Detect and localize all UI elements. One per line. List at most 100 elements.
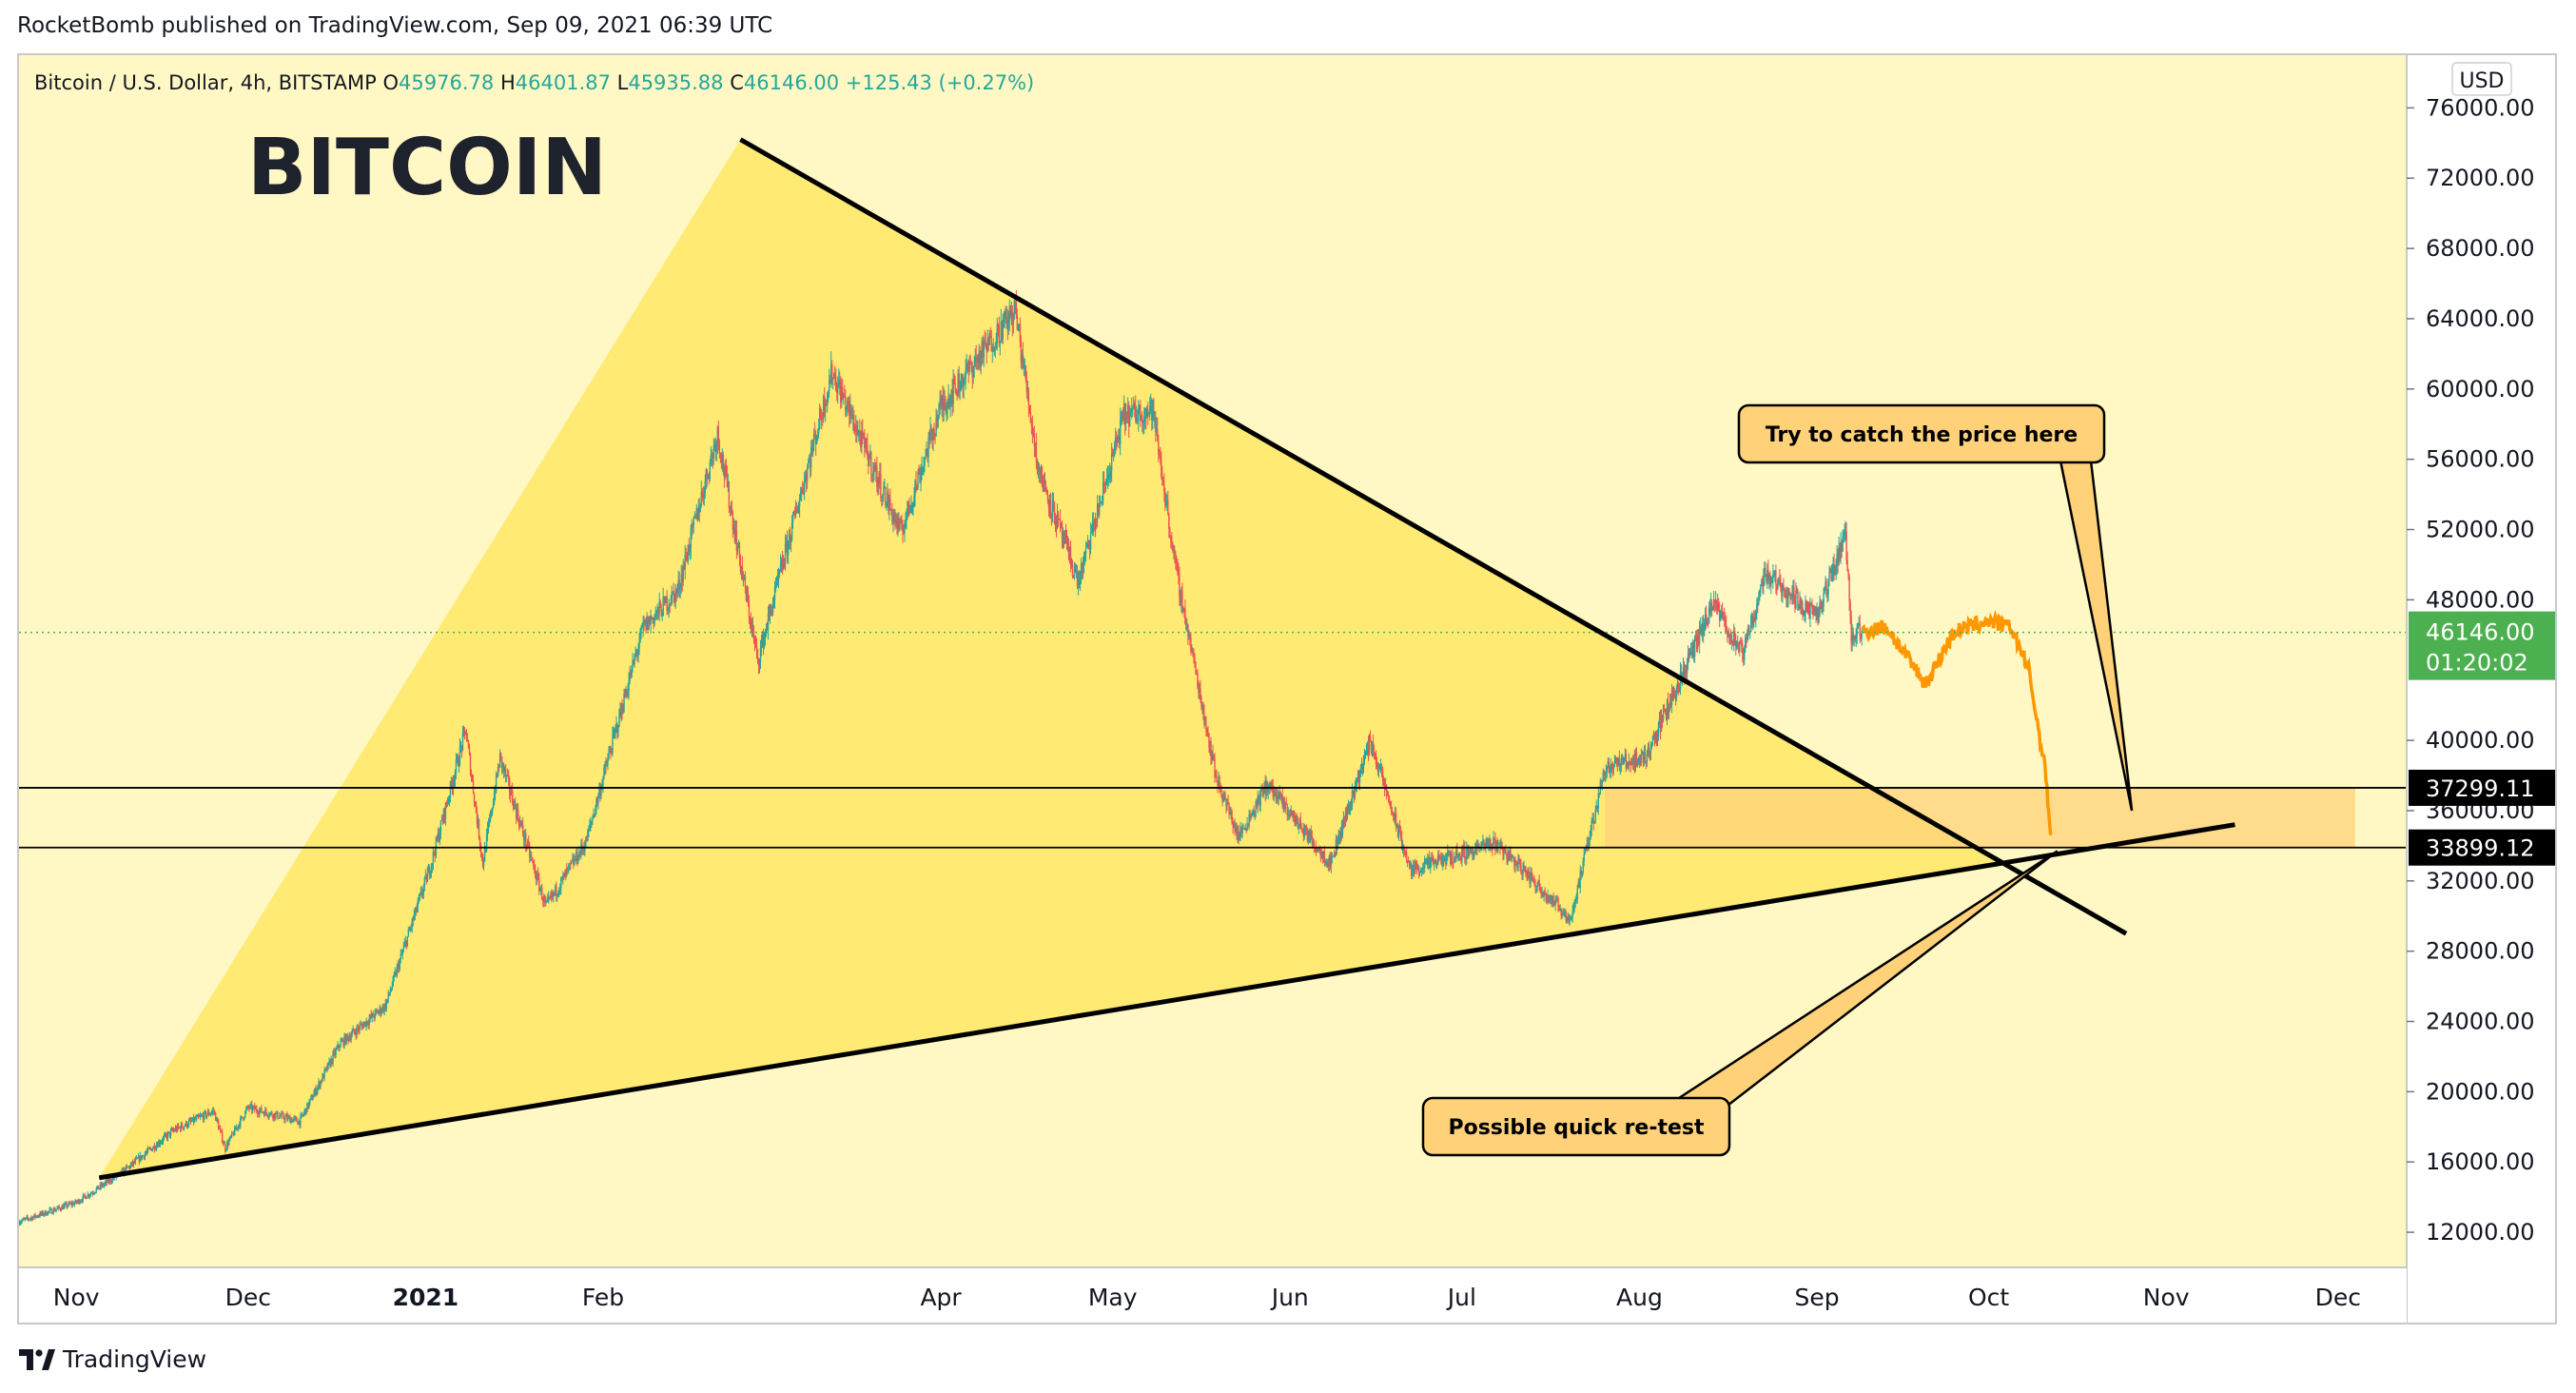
candle-body <box>153 1146 156 1150</box>
candle <box>628 672 630 700</box>
candle <box>1592 813 1594 831</box>
candle-body <box>414 908 417 915</box>
candle-body <box>1539 887 1541 891</box>
candle <box>1451 851 1453 866</box>
candle-body <box>622 711 624 713</box>
candle-body <box>1044 479 1046 490</box>
candle-body <box>510 790 513 795</box>
candle <box>528 835 530 847</box>
candle <box>1393 812 1395 823</box>
candle-body <box>1099 502 1102 504</box>
candle <box>793 506 796 520</box>
candle-body <box>432 852 435 864</box>
candle-body <box>1553 904 1555 906</box>
candle <box>1173 544 1175 559</box>
candle <box>1374 752 1376 760</box>
candle <box>403 938 405 948</box>
candle-body <box>810 447 812 468</box>
candle-body <box>852 415 854 420</box>
candle-body <box>1005 311 1007 319</box>
candle <box>298 1118 300 1126</box>
candle <box>634 646 636 660</box>
candle-body <box>995 343 997 347</box>
candle <box>519 819 522 828</box>
candle <box>862 419 864 445</box>
candle <box>464 731 467 736</box>
candle-body <box>859 429 861 437</box>
candle <box>1310 825 1313 841</box>
candle-body <box>869 452 871 460</box>
candle <box>1486 836 1488 849</box>
candle-body <box>1472 850 1473 854</box>
candle <box>1016 308 1019 331</box>
candle-body <box>314 1089 316 1094</box>
candle-body <box>1232 822 1234 827</box>
candle <box>37 1214 39 1219</box>
candle-body <box>1348 805 1351 809</box>
candle-body <box>148 1148 151 1149</box>
candle <box>1190 632 1192 657</box>
candle <box>325 1066 327 1071</box>
candle <box>682 559 684 586</box>
candle-body <box>1545 894 1547 899</box>
candle <box>495 771 498 795</box>
candle-body <box>885 486 887 506</box>
candle <box>344 1033 346 1046</box>
candle-body <box>920 472 922 482</box>
candle-body <box>460 745 463 750</box>
candle-body <box>1594 809 1596 821</box>
candle-body <box>291 1119 293 1123</box>
candle-body <box>957 373 959 396</box>
candle <box>1386 790 1389 796</box>
candle <box>568 863 570 873</box>
candle-body <box>1038 465 1041 473</box>
candle-body <box>202 1115 205 1120</box>
candle-body <box>861 430 863 447</box>
candle <box>250 1101 252 1109</box>
candle-body <box>379 1007 381 1011</box>
support-zone[interactable] <box>1605 787 2355 848</box>
candle <box>865 437 867 453</box>
candle <box>1236 823 1238 841</box>
candle <box>505 775 508 783</box>
candle-body <box>1257 796 1259 807</box>
candle-body <box>469 754 472 775</box>
candle <box>1247 823 1249 828</box>
candle <box>606 759 608 767</box>
candle-body <box>1195 661 1197 672</box>
candle <box>1341 818 1344 838</box>
candle <box>610 745 612 759</box>
candle <box>245 1106 247 1114</box>
candle <box>129 1162 132 1169</box>
candle <box>588 825 590 837</box>
candle <box>906 508 907 530</box>
candle <box>193 1116 196 1124</box>
candle <box>786 530 789 563</box>
candle <box>20 1220 22 1226</box>
candle <box>1146 405 1148 419</box>
candle <box>1422 862 1424 874</box>
candle <box>614 728 615 739</box>
candle <box>1533 874 1535 887</box>
candle-body <box>968 360 970 372</box>
candle <box>1366 741 1369 756</box>
candle-body <box>1551 895 1553 905</box>
candle-body <box>1494 838 1496 850</box>
chart-area[interactable]: Try to catch the price here Possible quic… <box>17 53 2557 1324</box>
candle-body <box>1450 855 1452 865</box>
candle-body <box>736 546 739 552</box>
candle <box>407 926 410 938</box>
candle-body <box>1459 853 1461 856</box>
candle-body <box>550 896 552 898</box>
candle <box>190 1117 193 1123</box>
candle <box>1144 407 1146 429</box>
candle-body <box>596 798 598 803</box>
candle-body <box>36 1215 38 1217</box>
candle-body <box>987 339 989 345</box>
candle <box>839 371 841 396</box>
candle-body <box>1023 367 1025 369</box>
candle-body <box>64 1204 66 1206</box>
candle <box>1534 879 1536 894</box>
candle <box>713 439 716 452</box>
